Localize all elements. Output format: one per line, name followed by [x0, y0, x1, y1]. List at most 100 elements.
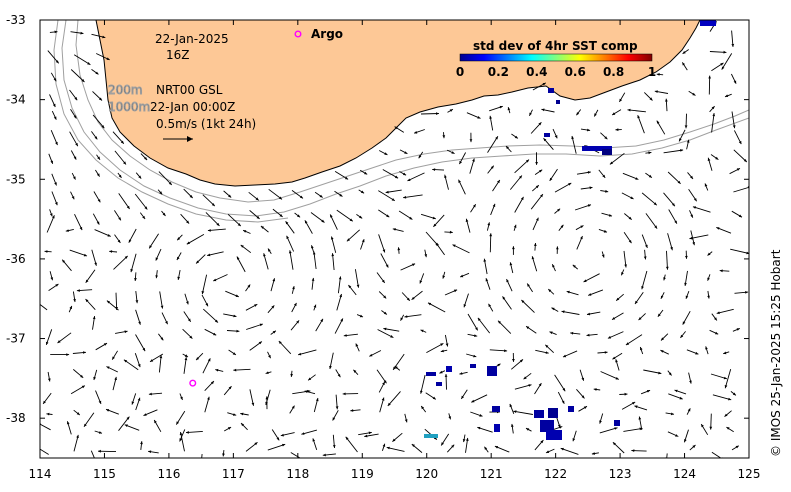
- current-arrow: [712, 394, 732, 401]
- current-arrow: [289, 250, 294, 270]
- current-arrow-head: [98, 400, 102, 404]
- current-arrow: [267, 443, 286, 451]
- current-arrow-head: [559, 426, 563, 429]
- current-arrow-head: [278, 341, 282, 344]
- current-arrow-head: [176, 256, 180, 260]
- current-arrow-head: [118, 174, 122, 178]
- current-arrow-head: [529, 112, 532, 116]
- current-arrow: [403, 194, 423, 199]
- current-arrow: [530, 193, 544, 210]
- current-arrow: [392, 353, 405, 371]
- current-arrow-head: [488, 303, 492, 307]
- current-arrow: [407, 172, 425, 182]
- current-arrow-head: [743, 159, 747, 162]
- current-arrow-head: [593, 388, 597, 391]
- current-arrow-head: [240, 412, 244, 416]
- current-arrow-head: [364, 434, 368, 438]
- current-arrow-head: [420, 390, 423, 394]
- current-arrow-head: [498, 320, 501, 324]
- current-arrow-head: [83, 351, 86, 354]
- current-arrow-head: [738, 140, 742, 145]
- current-arrow-head: [485, 278, 489, 282]
- current-arrow: [92, 114, 105, 129]
- current-arrow-head: [228, 386, 232, 390]
- current-arrow-head: [542, 82, 546, 86]
- current-arrow-head: [715, 156, 719, 160]
- current-arrow-head: [331, 253, 335, 257]
- current-arrow: [354, 269, 359, 288]
- current-arrow-head: [588, 293, 592, 296]
- current-arrow-head: [680, 334, 684, 338]
- current-arrow-head: [149, 245, 152, 249]
- current-arrow-head: [473, 354, 477, 358]
- current-arrow-head: [280, 433, 284, 437]
- current-arrow-head: [465, 437, 469, 441]
- current-arrow-head: [615, 359, 618, 363]
- current-arrow-head: [176, 421, 179, 425]
- current-arrow-head: [538, 122, 542, 126]
- current-arrow-head: [709, 426, 713, 430]
- current-arrow-head: [707, 295, 710, 299]
- current-arrow-head: [330, 214, 333, 218]
- current-arrow-head: [704, 183, 708, 187]
- current-arrow-head: [73, 156, 77, 160]
- current-arrow-head: [54, 182, 57, 186]
- current-arrow-head: [539, 169, 543, 173]
- current-arrow-head: [545, 344, 549, 348]
- current-arrow-head: [137, 364, 141, 368]
- current-arrow: [158, 355, 162, 373]
- current-arrow-head: [236, 329, 240, 333]
- current-arrow-head: [465, 218, 469, 222]
- current-arrow: [180, 431, 185, 452]
- current-arrow-head: [477, 317, 481, 321]
- current-arrow: [420, 374, 426, 394]
- current-arrow-head: [451, 151, 455, 154]
- current-arrow-head: [279, 214, 283, 217]
- current-arrow: [426, 343, 444, 353]
- current-arrow-head: [641, 286, 644, 290]
- current-arrow: [514, 196, 524, 213]
- current-arrow-head: [614, 427, 618, 430]
- x-tick-label: 125: [738, 467, 761, 481]
- current-arrow-head: [95, 71, 99, 75]
- current-arrow-head: [661, 337, 664, 341]
- current-arrow-head: [735, 445, 739, 449]
- time-label: 16Z: [166, 48, 190, 62]
- current-arrow-head: [353, 369, 357, 373]
- current-arrow: [724, 368, 732, 389]
- current-arrow-head: [386, 446, 390, 450]
- current-arrow-head: [142, 347, 146, 352]
- credit-label: © IMOS 25-Jan-2025 15:25 Hobart: [769, 249, 783, 457]
- current-arrow-head: [254, 304, 258, 307]
- current-arrow-head: [684, 125, 688, 129]
- y-tick-label: -37: [6, 332, 26, 346]
- current-arrow-head: [474, 334, 478, 337]
- current-arrow-head: [350, 409, 354, 412]
- current-arrow-head: [682, 321, 686, 325]
- current-arrow-head: [233, 314, 237, 318]
- current-arrow-head: [368, 431, 372, 435]
- current-arrow-head: [36, 301, 39, 304]
- current-arrow-head: [148, 392, 152, 396]
- current-arrow-head: [563, 354, 567, 358]
- current-arrow-head: [304, 390, 308, 393]
- y-tick-label: -38: [6, 411, 26, 425]
- current-arrow-head: [134, 278, 137, 281]
- current-arrow-head: [628, 216, 632, 220]
- current-arrow-head: [265, 371, 269, 374]
- current-arrow-head: [708, 75, 711, 79]
- current-arrow-head: [81, 385, 85, 389]
- current-arrow-head: [265, 396, 269, 400]
- current-arrow-head: [497, 363, 501, 367]
- current-arrow: [378, 234, 386, 253]
- current-arrow-head: [138, 321, 141, 325]
- current-arrow-head: [272, 278, 276, 282]
- current-arrow-head: [674, 220, 677, 224]
- current-arrow-head: [452, 244, 456, 248]
- current-arrow: [94, 229, 111, 237]
- current-arrow-head: [572, 438, 576, 442]
- current-arrow-head: [658, 371, 662, 375]
- current-arrow-head: [411, 444, 415, 447]
- colorbar-tick-label: 1: [648, 65, 656, 79]
- current-arrow-head: [57, 340, 61, 343]
